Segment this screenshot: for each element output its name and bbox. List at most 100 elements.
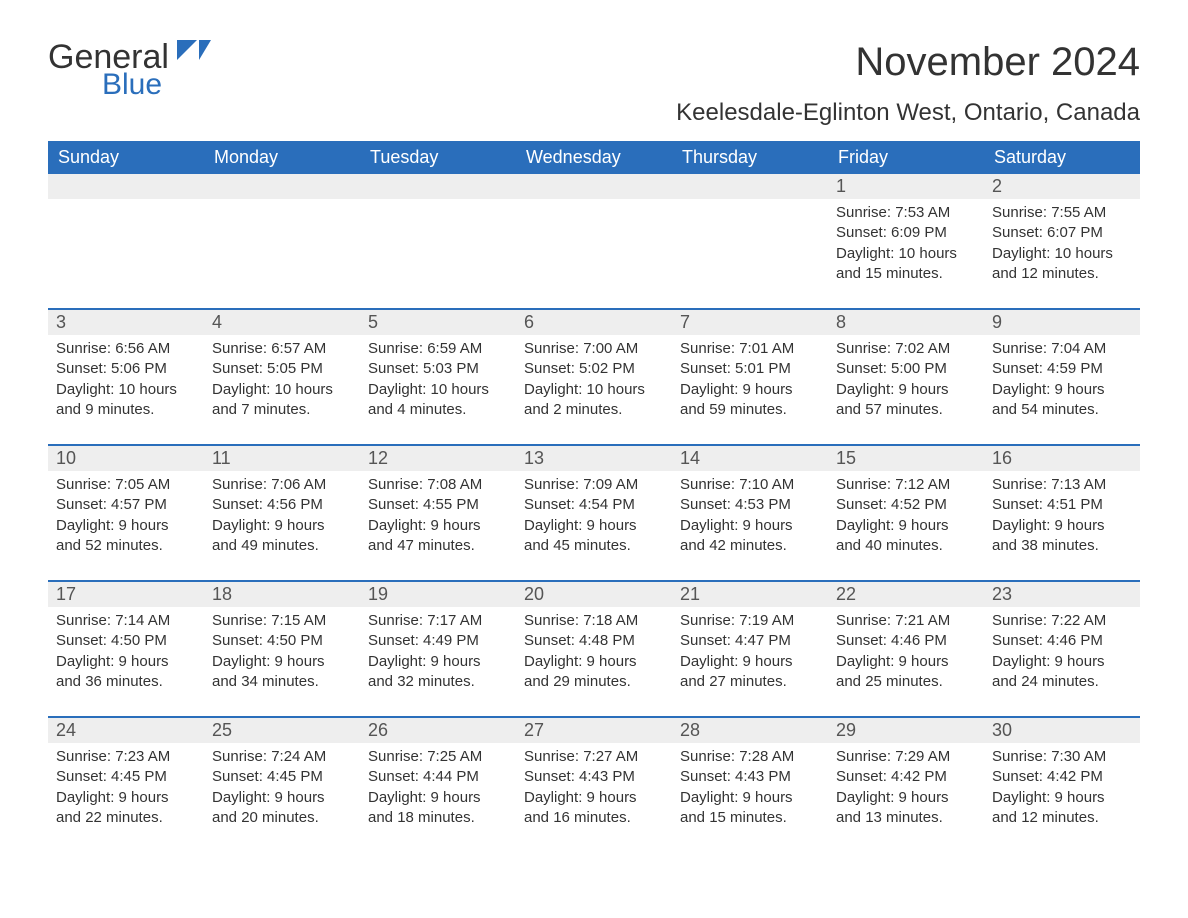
sunset-line: Sunset: 4:44 PM [368,767,508,787]
weekday-header: Sunday [48,141,204,174]
day-number: 2 [984,174,1140,199]
logo: General Blue [48,40,211,100]
calendar-cell: 13Sunrise: 7:09 AMSunset: 4:54 PMDayligh… [516,445,672,581]
sunset-line: Sunset: 4:43 PM [680,767,820,787]
sunrise-line: Sunrise: 7:25 AM [368,747,508,767]
daylight-line: Daylight: 9 hours and 57 minutes. [836,380,976,421]
day-number: 8 [828,310,984,335]
sunrise-line: Sunrise: 7:30 AM [992,747,1132,767]
weekday-header: Friday [828,141,984,174]
daylight-line: Daylight: 9 hours and 34 minutes. [212,652,352,693]
calendar-cell: 7Sunrise: 7:01 AMSunset: 5:01 PMDaylight… [672,309,828,445]
calendar-cell: 17Sunrise: 7:14 AMSunset: 4:50 PMDayligh… [48,581,204,717]
day-details: Sunrise: 7:05 AMSunset: 4:57 PMDaylight:… [48,471,204,580]
calendar-cell: 9Sunrise: 7:04 AMSunset: 4:59 PMDaylight… [984,309,1140,445]
day-number: 25 [204,718,360,743]
calendar-cell: 26Sunrise: 7:25 AMSunset: 4:44 PMDayligh… [360,717,516,852]
day-details: Sunrise: 7:17 AMSunset: 4:49 PMDaylight:… [360,607,516,716]
daylight-line: Daylight: 9 hours and 49 minutes. [212,516,352,557]
sunrise-line: Sunrise: 7:53 AM [836,203,976,223]
day-details: Sunrise: 7:04 AMSunset: 4:59 PMDaylight:… [984,335,1140,444]
sunset-line: Sunset: 4:48 PM [524,631,664,651]
calendar-cell: 25Sunrise: 7:24 AMSunset: 4:45 PMDayligh… [204,717,360,852]
sunrise-line: Sunrise: 7:28 AM [680,747,820,767]
daylight-line: Daylight: 10 hours and 2 minutes. [524,380,664,421]
sunset-line: Sunset: 5:02 PM [524,359,664,379]
day-details: Sunrise: 7:01 AMSunset: 5:01 PMDaylight:… [672,335,828,444]
day-number: 19 [360,582,516,607]
sunset-line: Sunset: 4:59 PM [992,359,1132,379]
daylight-line: Daylight: 9 hours and 32 minutes. [368,652,508,693]
flag-icon [177,40,211,66]
daylight-line: Daylight: 9 hours and 59 minutes. [680,380,820,421]
day-details: Sunrise: 7:09 AMSunset: 4:54 PMDaylight:… [516,471,672,580]
day-number: 6 [516,310,672,335]
calendar-cell: 1Sunrise: 7:53 AMSunset: 6:09 PMDaylight… [828,174,984,309]
sunrise-line: Sunrise: 7:00 AM [524,339,664,359]
sunrise-line: Sunrise: 7:12 AM [836,475,976,495]
day-number: 10 [48,446,204,471]
daylight-line: Daylight: 9 hours and 29 minutes. [524,652,664,693]
daylight-line: Daylight: 9 hours and 27 minutes. [680,652,820,693]
header: General Blue November 2024 Keelesdale-Eg… [48,40,1140,137]
day-number: 21 [672,582,828,607]
sunset-line: Sunset: 4:46 PM [836,631,976,651]
calendar-cell: 30Sunrise: 7:30 AMSunset: 4:42 PMDayligh… [984,717,1140,852]
daylight-line: Daylight: 10 hours and 4 minutes. [368,380,508,421]
day-number: 20 [516,582,672,607]
calendar-cell: 16Sunrise: 7:13 AMSunset: 4:51 PMDayligh… [984,445,1140,581]
day-details: Sunrise: 7:23 AMSunset: 4:45 PMDaylight:… [48,743,204,852]
daylight-line: Daylight: 9 hours and 52 minutes. [56,516,196,557]
daylight-line: Daylight: 9 hours and 13 minutes. [836,788,976,829]
sunrise-line: Sunrise: 7:09 AM [524,475,664,495]
sunrise-line: Sunrise: 7:13 AM [992,475,1132,495]
day-number: 11 [204,446,360,471]
calendar-cell [360,174,516,309]
day-details: Sunrise: 6:57 AMSunset: 5:05 PMDaylight:… [204,335,360,444]
day-details: Sunrise: 7:19 AMSunset: 4:47 PMDaylight:… [672,607,828,716]
sunset-line: Sunset: 4:53 PM [680,495,820,515]
day-number: 27 [516,718,672,743]
sunset-line: Sunset: 4:57 PM [56,495,196,515]
day-details: Sunrise: 7:24 AMSunset: 4:45 PMDaylight:… [204,743,360,852]
day-details: Sunrise: 6:56 AMSunset: 5:06 PMDaylight:… [48,335,204,444]
sunrise-line: Sunrise: 7:21 AM [836,611,976,631]
sunrise-line: Sunrise: 6:57 AM [212,339,352,359]
day-details: Sunrise: 7:28 AMSunset: 4:43 PMDaylight:… [672,743,828,852]
daylight-line: Daylight: 9 hours and 42 minutes. [680,516,820,557]
day-number: 28 [672,718,828,743]
day-number: 1 [828,174,984,199]
day-details: Sunrise: 7:13 AMSunset: 4:51 PMDaylight:… [984,471,1140,580]
sunrise-line: Sunrise: 7:55 AM [992,203,1132,223]
daylight-line: Daylight: 9 hours and 47 minutes. [368,516,508,557]
daylight-line: Daylight: 10 hours and 15 minutes. [836,244,976,285]
sunset-line: Sunset: 4:56 PM [212,495,352,515]
day-number: 15 [828,446,984,471]
calendar-body: 1Sunrise: 7:53 AMSunset: 6:09 PMDaylight… [48,174,1140,852]
day-details: Sunrise: 7:30 AMSunset: 4:42 PMDaylight:… [984,743,1140,852]
day-number: 13 [516,446,672,471]
sunset-line: Sunset: 5:05 PM [212,359,352,379]
day-number: 12 [360,446,516,471]
day-number: 30 [984,718,1140,743]
daylight-line: Daylight: 9 hours and 45 minutes. [524,516,664,557]
calendar-cell: 28Sunrise: 7:28 AMSunset: 4:43 PMDayligh… [672,717,828,852]
sunset-line: Sunset: 4:50 PM [212,631,352,651]
daylight-line: Daylight: 10 hours and 9 minutes. [56,380,196,421]
calendar-row: 3Sunrise: 6:56 AMSunset: 5:06 PMDaylight… [48,309,1140,445]
calendar-cell: 10Sunrise: 7:05 AMSunset: 4:57 PMDayligh… [48,445,204,581]
sunset-line: Sunset: 4:42 PM [836,767,976,787]
calendar-cell: 27Sunrise: 7:27 AMSunset: 4:43 PMDayligh… [516,717,672,852]
sunrise-line: Sunrise: 7:22 AM [992,611,1132,631]
day-details: Sunrise: 7:55 AMSunset: 6:07 PMDaylight:… [984,199,1140,308]
calendar-cell: 4Sunrise: 6:57 AMSunset: 5:05 PMDaylight… [204,309,360,445]
sunset-line: Sunset: 5:01 PM [680,359,820,379]
calendar-cell: 14Sunrise: 7:10 AMSunset: 4:53 PMDayligh… [672,445,828,581]
calendar-cell: 12Sunrise: 7:08 AMSunset: 4:55 PMDayligh… [360,445,516,581]
weekday-header: Tuesday [360,141,516,174]
sunset-line: Sunset: 4:49 PM [368,631,508,651]
sunset-line: Sunset: 6:07 PM [992,223,1132,243]
sunset-line: Sunset: 5:00 PM [836,359,976,379]
sunset-line: Sunset: 4:55 PM [368,495,508,515]
day-number: 24 [48,718,204,743]
